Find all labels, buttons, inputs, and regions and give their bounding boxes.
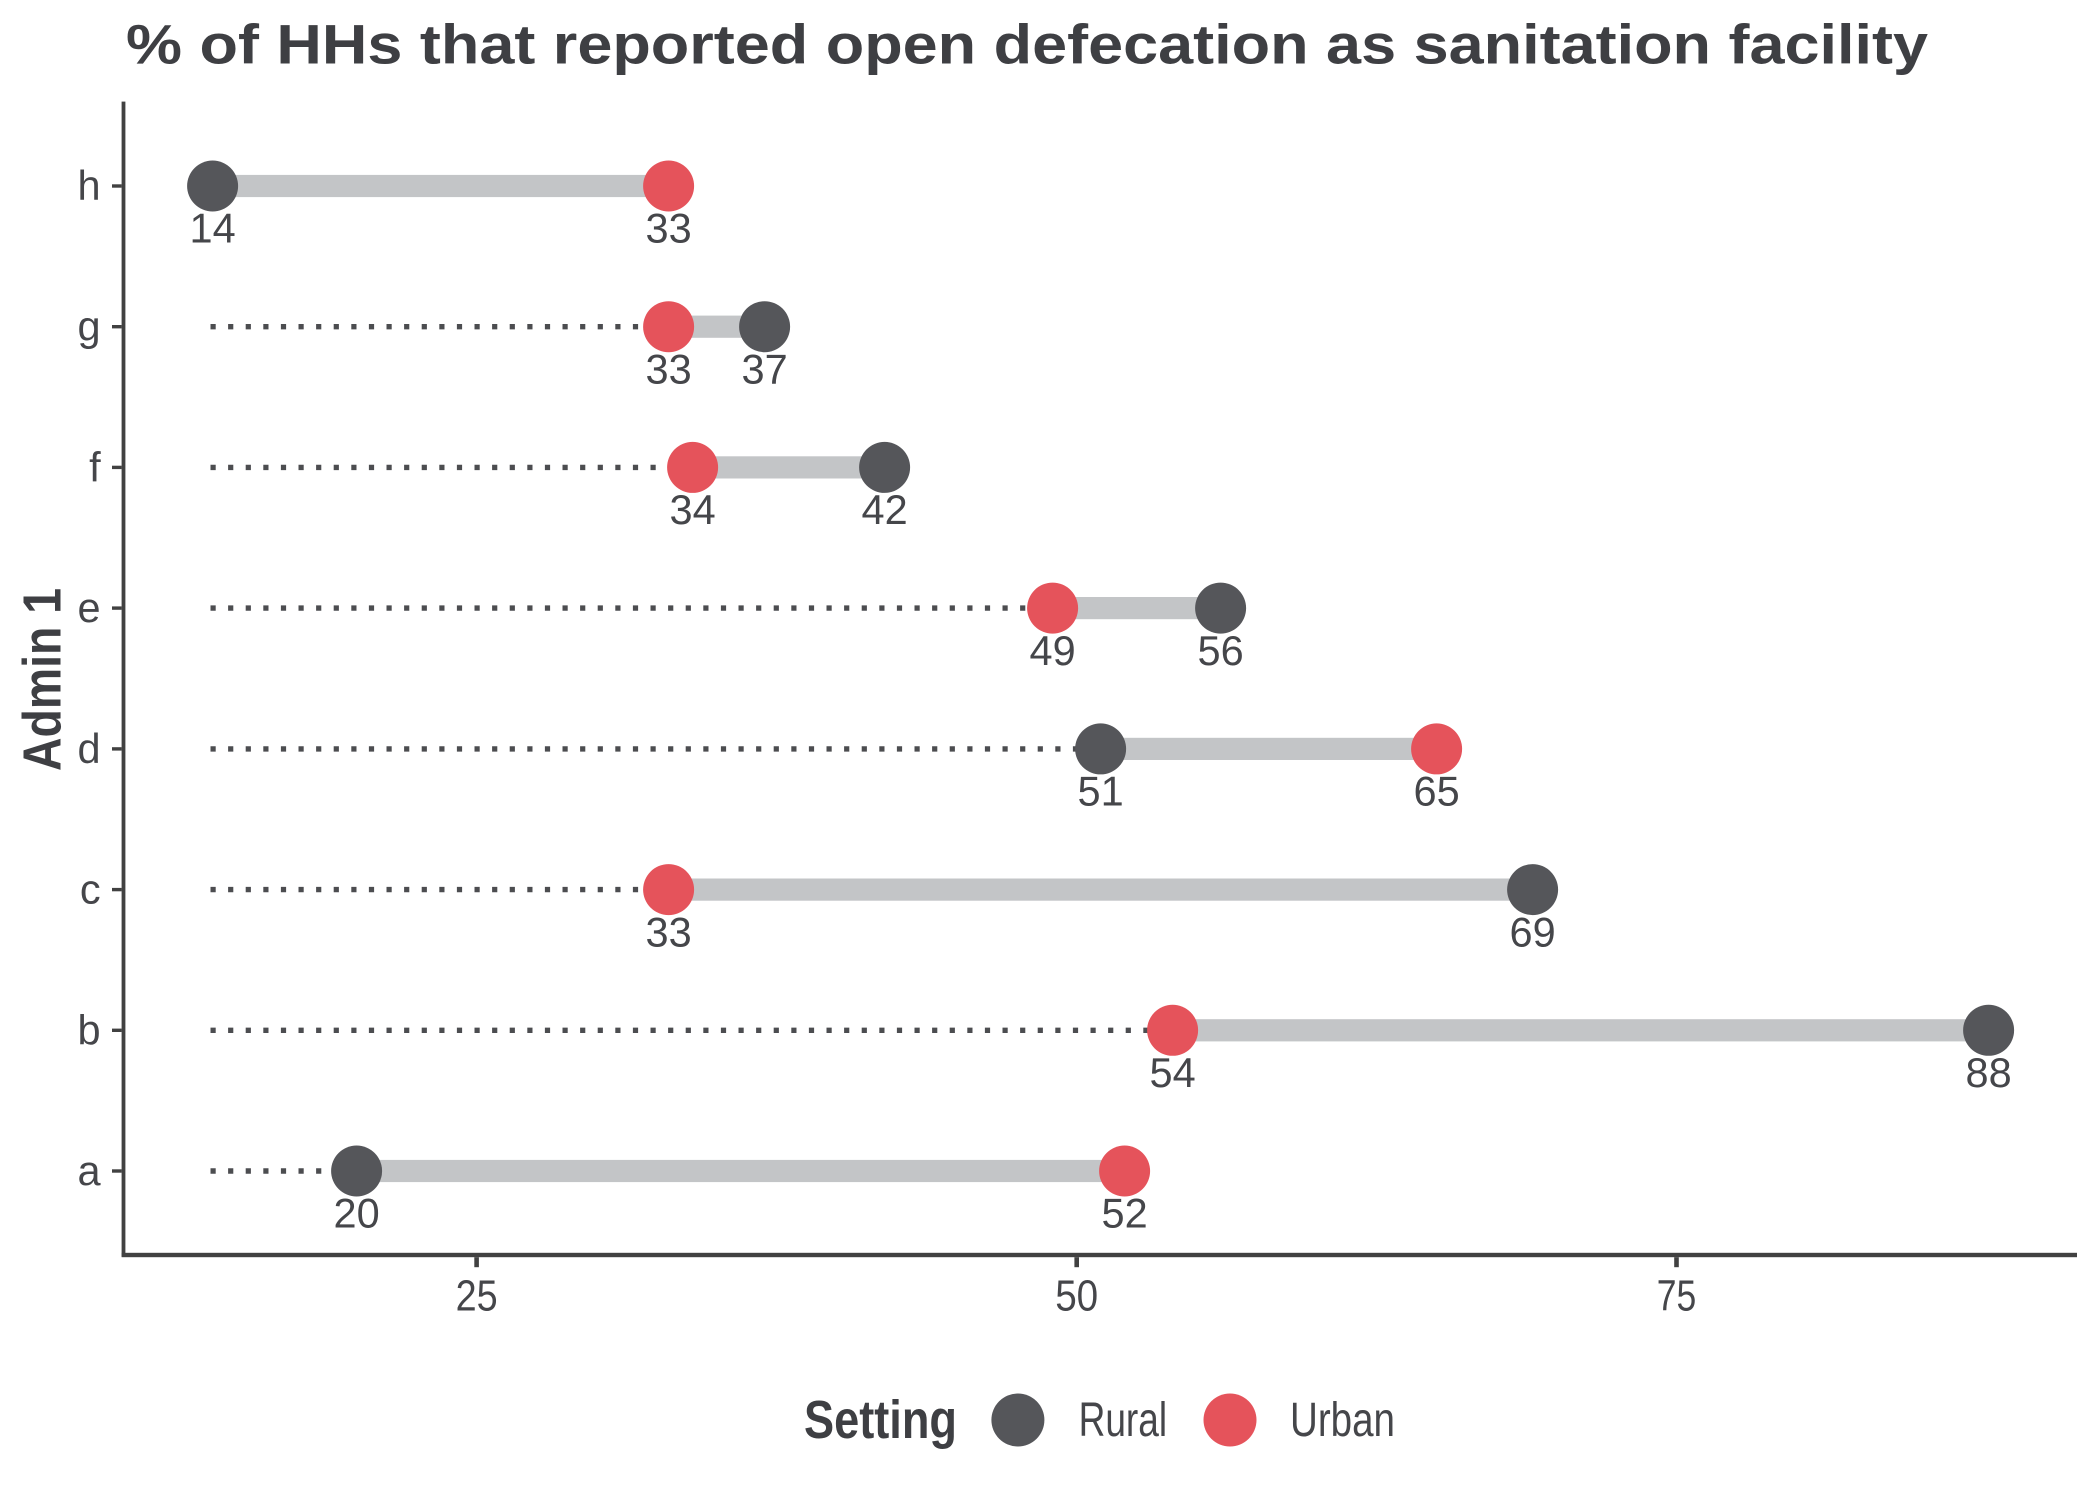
svg-text:54: 54 [1150,1049,1196,1096]
svg-text:52: 52 [1102,1190,1148,1237]
svg-text:51: 51 [1078,768,1124,815]
svg-text:c: c [80,866,101,913]
svg-text:65: 65 [1414,768,1460,815]
svg-text:14: 14 [190,205,236,252]
svg-text:f: f [89,443,101,490]
svg-text:42: 42 [862,486,908,533]
svg-text:75: 75 [1657,1273,1697,1321]
svg-text:56: 56 [1198,627,1244,674]
svg-text:69: 69 [1510,908,1556,955]
svg-text:e: e [78,584,101,631]
svg-text:a: a [78,1147,102,1194]
svg-text:33: 33 [646,345,692,392]
svg-text:b: b [78,1006,101,1053]
svg-text:34: 34 [670,486,716,533]
svg-text:49: 49 [1030,627,1076,674]
svg-text:37: 37 [742,345,788,392]
svg-text:20: 20 [334,1190,380,1237]
svg-text:25: 25 [456,1273,498,1321]
svg-text:h: h [78,162,101,209]
svg-text:33: 33 [646,205,692,252]
svg-text:g: g [78,303,101,350]
svg-text:Setting: Setting [804,1390,957,1450]
svg-text:Urban: Urban [1290,1394,1395,1447]
svg-text:88: 88 [1966,1049,2012,1096]
svg-text:% of HHs that reported open de: % of HHs that reported open defecation a… [126,14,1928,76]
svg-text:50: 50 [1055,1273,1098,1321]
svg-text:Rural: Rural [1079,1394,1168,1447]
svg-text:33: 33 [646,908,692,955]
svg-text:Admin 1: Admin 1 [13,588,73,771]
svg-text:d: d [78,725,101,772]
